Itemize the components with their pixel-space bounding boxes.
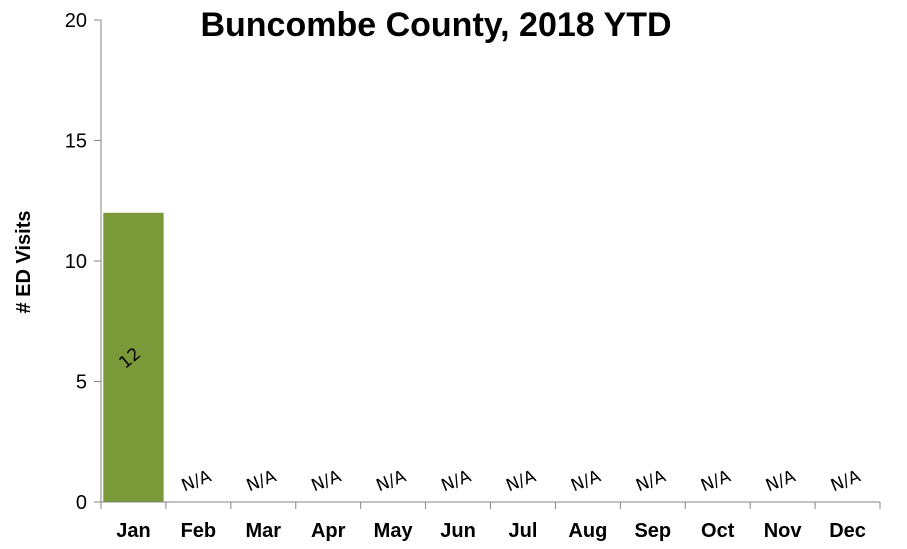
x-tick-label: Oct xyxy=(701,520,735,542)
x-tick-label: Jan xyxy=(116,520,150,542)
data-label: N/A xyxy=(179,466,215,496)
y-tick-label: 20 xyxy=(65,10,87,32)
y-tick-label: 5 xyxy=(76,372,87,394)
bar xyxy=(103,212,164,503)
x-tick-label: Mar xyxy=(246,520,282,542)
data-label: N/A xyxy=(244,466,280,496)
data-label: N/A xyxy=(698,466,734,496)
y-axis-label: # ED Visits xyxy=(13,210,35,313)
data-label: N/A xyxy=(503,466,539,496)
y-tick-label: 0 xyxy=(76,492,87,514)
x-tick-label: Apr xyxy=(311,520,346,542)
x-tick-label: Feb xyxy=(181,520,217,542)
x-tick-label: Jul xyxy=(509,520,538,542)
y-tick-label: 15 xyxy=(65,131,87,153)
data-label: N/A xyxy=(828,466,864,496)
chart-title: Buncombe County, 2018 YTD xyxy=(200,6,671,44)
data-label: N/A xyxy=(568,466,604,496)
data-label: N/A xyxy=(763,466,799,496)
y-tick-label: 10 xyxy=(65,251,87,273)
data-label: N/A xyxy=(374,466,410,496)
data-labels: 12N/A N/A N/A N/A N/A N/A N/A N/A N/A N/A N/A xyxy=(116,344,864,496)
x-axis: Jan Feb Mar Apr May Jun Jul Aug Sep Oct Nov Dec xyxy=(100,501,881,542)
data-label: N/A xyxy=(438,466,474,496)
x-tick-label: Dec xyxy=(829,520,866,542)
data-label: N/A xyxy=(633,466,669,496)
x-tick-label: May xyxy=(374,520,414,542)
bars xyxy=(103,212,164,503)
x-tick-label: Aug xyxy=(568,520,607,542)
y-axis: 0 5 10 15 20 xyxy=(65,10,102,514)
x-tick-label: Sep xyxy=(634,520,671,542)
data-label: N/A xyxy=(309,466,345,496)
x-tick-label: Nov xyxy=(764,520,803,542)
x-tick-label: Jun xyxy=(440,520,476,542)
